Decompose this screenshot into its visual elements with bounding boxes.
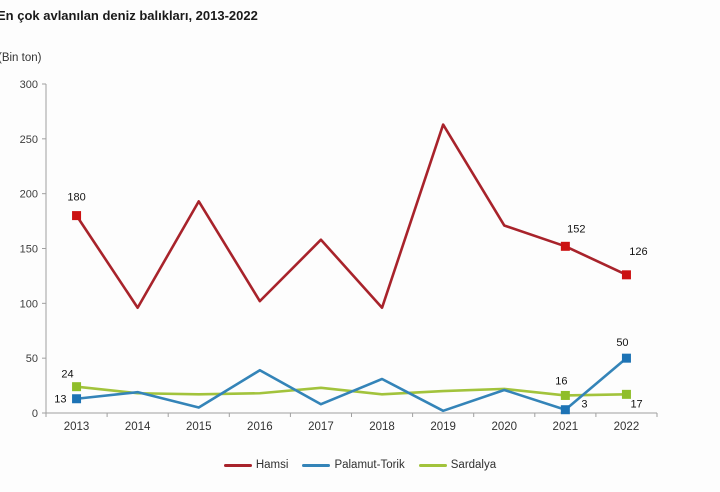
x-tick-label: 2013	[64, 421, 90, 433]
y-axis-unit-label: (Bin ton)	[0, 52, 42, 64]
legend-label: Palamut-Torik	[334, 459, 405, 471]
series-marker-palamut-torik	[560, 405, 570, 415]
x-tick-label: 2020	[491, 421, 517, 433]
y-tick-label: 100	[20, 298, 38, 310]
legend-swatch-hamsi	[223, 463, 252, 467]
y-tick-label: 50	[26, 353, 38, 365]
series-marker-hamsi	[560, 241, 570, 251]
value-label-palamut-torik: 3	[581, 399, 587, 411]
y-tick-label: 300	[20, 79, 38, 91]
x-tick-label: 2021	[553, 421, 579, 433]
x-tick-label: 2019	[430, 421, 456, 433]
value-label-palamut-torik: 50	[616, 337, 628, 349]
value-label-hamsi: 152	[567, 223, 585, 235]
value-label-sardalya: 17	[630, 398, 642, 410]
value-label-palamut-torik: 13	[54, 394, 66, 406]
series-marker-palamut-torik	[72, 394, 82, 404]
x-tick-label: 2017	[308, 421, 334, 433]
value-label-hamsi: 180	[67, 192, 85, 204]
legend-item-palamut-torik: Palamut-Torik	[302, 459, 405, 471]
legend-swatch-sardalya	[418, 463, 447, 467]
legend-item-sardalya: Sardalya	[418, 459, 497, 471]
y-tick-label: 150	[20, 244, 38, 256]
x-tick-label: 2018	[369, 421, 395, 433]
legend-label: Hamsi	[255, 459, 289, 471]
series-marker-sardalya	[621, 389, 631, 399]
x-tick-label: 2022	[614, 421, 640, 433]
chart-title: En çok avlanılan deniz balıkları, 2013-2…	[0, 8, 258, 23]
value-label-sardalya: 16	[555, 375, 567, 387]
series-marker-sardalya	[72, 382, 82, 392]
x-tick-label: 2016	[247, 421, 273, 433]
series-marker-hamsi	[621, 270, 631, 280]
series-marker-palamut-torik	[621, 353, 631, 363]
series-marker-sardalya	[560, 390, 570, 400]
y-tick-label: 200	[20, 189, 38, 201]
y-tick-label: 0	[32, 408, 38, 420]
x-tick-label: 2014	[125, 421, 151, 433]
value-label-sardalya: 24	[61, 369, 73, 381]
series-marker-hamsi	[72, 211, 82, 221]
x-tick-label: 2015	[186, 421, 212, 433]
legend: Hamsi Palamut-Torik Sardalya	[0, 459, 720, 471]
legend-item-hamsi: Hamsi	[223, 459, 289, 471]
legend-label: Sardalya	[450, 459, 497, 471]
value-label-hamsi: 126	[629, 246, 647, 258]
y-tick-label: 250	[20, 134, 38, 146]
series-line-palamut-torik	[75, 356, 628, 413]
legend-swatch-palamut-torik	[302, 463, 331, 467]
series-line-hamsi	[75, 123, 628, 310]
